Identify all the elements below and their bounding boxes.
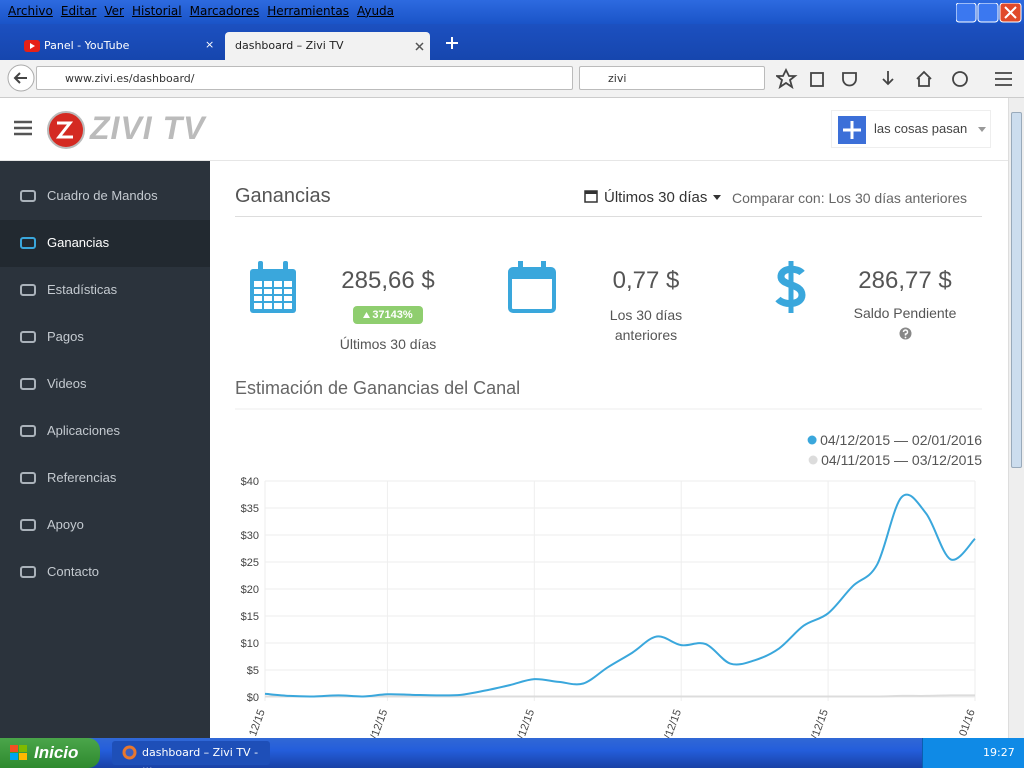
- menu-item[interactable]: Editar: [61, 4, 97, 18]
- sidebar-icon: [20, 189, 36, 203]
- sidebar-item[interactable]: Referencias: [0, 455, 210, 502]
- task-title: dashboard – Zivi TV - ...: [142, 746, 258, 772]
- sidebar-item[interactable]: Ganancias: [0, 220, 210, 267]
- menu-item[interactable]: Archivo: [8, 4, 53, 18]
- sidebar-icon: [20, 471, 36, 485]
- task-button[interactable]: dashboard – Zivi TV - ...: [112, 741, 270, 765]
- x-tick-label: /12/15: [368, 708, 390, 738]
- taskbar: Inicio dashboard – Zivi TV - ... 19:27: [0, 738, 1024, 768]
- scroll-thumb[interactable]: [1011, 112, 1022, 468]
- menu-item[interactable]: Ayuda: [357, 4, 394, 18]
- y-tick-label: $0: [247, 692, 259, 704]
- logo-mark: [46, 110, 86, 150]
- icon-shape: [21, 332, 35, 342]
- sidebar-icon: [20, 424, 36, 438]
- menu-bar: Archivo Editar Ver Historial Marcadores Herra…: [0, 0, 1024, 24]
- logo-text: ZIVI TV: [90, 110, 205, 147]
- tab[interactable]: dashboard – Zivi TV: [225, 32, 430, 60]
- sidebar-item[interactable]: Videos: [0, 361, 210, 408]
- tab-title: dashboard – Zivi TV: [235, 39, 344, 52]
- y-tick-label: $40: [241, 476, 259, 488]
- sidebar-label: Ganancias: [47, 235, 109, 250]
- tab-title: Panel - YouTube: [44, 39, 129, 52]
- sidebar-label: Pagos: [47, 329, 84, 344]
- x-tick-label: 12/15: [247, 708, 268, 738]
- legend-label: 04/12/2015 — 02/01/2016: [820, 432, 982, 448]
- icon-shape: [21, 379, 35, 389]
- menu-item[interactable]: Marcadores: [190, 4, 260, 18]
- menu-item[interactable]: Historial: [132, 4, 182, 18]
- icon-shape: [21, 520, 35, 530]
- sidebar-item[interactable]: Pagos: [0, 314, 210, 361]
- icon-shape: [21, 285, 35, 295]
- nav-bar: www.zivi.es/dashboard/ zivi: [0, 60, 1024, 98]
- scrollbar[interactable]: [1008, 98, 1024, 738]
- sidebar-icon: [20, 377, 36, 391]
- icon-shape: [21, 191, 35, 201]
- legend-swatch: [809, 456, 818, 465]
- x-tick-label: 01/16: [957, 708, 978, 738]
- x-tick-label: /12/15: [809, 708, 831, 738]
- url: www.zivi.es/dashboard/: [65, 72, 194, 85]
- start-button[interactable]: Inicio: [0, 738, 100, 768]
- icon-shape: [21, 567, 35, 577]
- sidebar-item[interactable]: Cuadro de Mandos: [0, 173, 210, 220]
- sidebar-label: Referencias: [47, 470, 116, 485]
- series-line: [265, 495, 975, 697]
- tab[interactable]: Panel - YouTube×: [0, 32, 205, 60]
- start-label: Inicio: [34, 743, 78, 762]
- sidebar-icon: [20, 518, 36, 532]
- sidebar-item[interactable]: Aplicaciones: [0, 408, 210, 455]
- sidebar-item[interactable]: Estadísticas: [0, 267, 210, 314]
- sidebar-label: Aplicaciones: [47, 423, 120, 438]
- sidebar-label: Apoyo: [47, 517, 84, 532]
- sidebar-label: Cuadro de Mandos: [47, 188, 158, 203]
- window-controls: [956, 3, 1022, 23]
- icon-shape: [21, 238, 35, 248]
- sidebar-icon: [20, 330, 36, 344]
- y-tick-label: $35: [241, 503, 259, 515]
- sidebar-icon: [20, 236, 36, 250]
- sidebar-label: Contacto: [47, 564, 99, 579]
- sidebar-item[interactable]: Apoyo: [0, 502, 210, 549]
- search-bar[interactable]: zivi: [579, 66, 765, 90]
- y-tick-label: $30: [241, 530, 259, 542]
- legend-label: 04/11/2015 — 03/12/2015: [821, 452, 982, 468]
- legend-swatch: [808, 436, 817, 445]
- menu-item[interactable]: Herramientas: [267, 4, 349, 18]
- y-tick-label: $15: [241, 611, 259, 623]
- sidebar-icon: [20, 565, 36, 579]
- sidebar-item[interactable]: Contacto: [0, 549, 210, 596]
- sidebar-label: Estadísticas: [47, 282, 117, 297]
- search-text: zivi: [608, 72, 626, 85]
- chart: Estimación de Ganancias del Canal $0 $5 $1…: [210, 98, 1008, 738]
- menu-toggle[interactable]: [14, 120, 34, 136]
- y-tick-label: $20: [241, 584, 259, 596]
- clock: 19:27: [983, 746, 1015, 759]
- toolbar-icons: [776, 68, 1016, 90]
- x-tick-label: /12/15: [515, 708, 537, 738]
- chart-title: Estimación de Ganancias del Canal: [235, 378, 520, 398]
- sidebar: Cuadro de Mandos Ganancias Estadísticas Pag…: [0, 161, 210, 738]
- icon-shape: [21, 426, 35, 436]
- new-tab[interactable]: [446, 37, 458, 49]
- icon-shape: [21, 473, 35, 483]
- tray: 19:27: [922, 738, 1024, 768]
- y-tick-label: $5: [247, 665, 259, 677]
- tab-strip: Panel - YouTube× dashboard – Zivi TV: [0, 24, 1024, 60]
- menu-item[interactable]: Ver: [104, 4, 124, 18]
- sidebar-label: Videos: [47, 376, 87, 391]
- sidebar-icon: [20, 283, 36, 297]
- y-tick-label: $25: [241, 557, 259, 569]
- x-tick-label: /12/15: [662, 708, 684, 738]
- y-tick-label: $10: [241, 638, 259, 650]
- back-button[interactable]: [6, 63, 36, 93]
- url-bar[interactable]: www.zivi.es/dashboard/: [36, 66, 573, 90]
